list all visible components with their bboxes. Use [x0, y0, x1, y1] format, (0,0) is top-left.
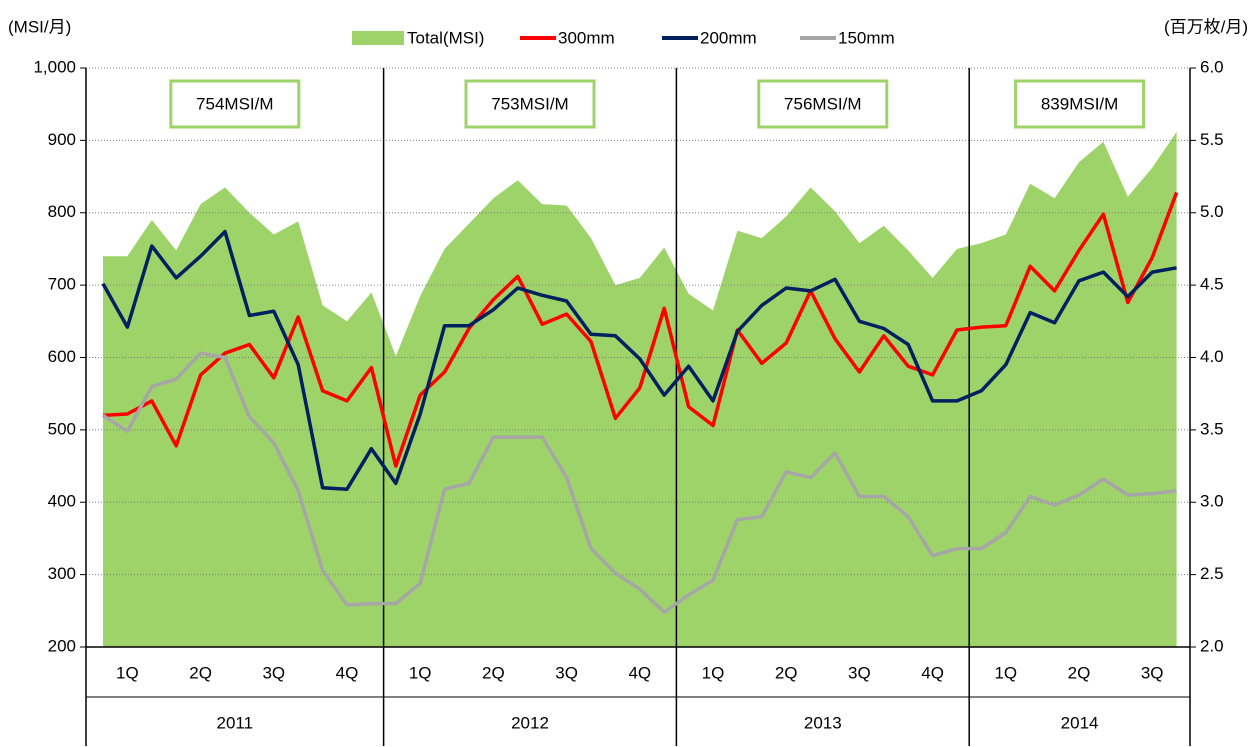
quarter-label: 2Q: [1068, 663, 1091, 682]
y-tick-label: 900: [48, 130, 76, 149]
quarter-label: 1Q: [702, 663, 725, 682]
y-tick-label: 600: [48, 347, 76, 366]
quarter-label: 4Q: [628, 663, 651, 682]
y2-tick-label: 5.0: [1200, 202, 1224, 221]
y2-axis-label: (百万枚/月): [1164, 17, 1248, 36]
legend-label: 200mm: [700, 28, 757, 47]
legend-label: 150mm: [838, 28, 895, 47]
annotation: 754MSI/M: [196, 94, 273, 113]
quarter-label: 1Q: [409, 663, 432, 682]
annotation: 753MSI/M: [491, 94, 568, 113]
quarter-label: 4Q: [336, 663, 359, 682]
annotation-box: [464, 79, 596, 129]
quarter-label: 2Q: [775, 663, 798, 682]
line: [102, 191, 1179, 468]
y2-tick-label: 2.5: [1200, 564, 1224, 583]
y2-tick-label: 6.0: [1200, 57, 1224, 76]
y-tick-label: 800: [48, 202, 76, 221]
y2-tick-label: 5.5: [1200, 130, 1224, 149]
quarter-label: 1Q: [116, 663, 139, 682]
annotation-box: [757, 79, 889, 129]
year-label: 2013: [804, 713, 842, 732]
y2-tick-label: 2.0: [1200, 636, 1224, 655]
y2-tick-label: 3.0: [1200, 492, 1224, 511]
year-label: 2011: [217, 713, 254, 732]
quarter-label: 3Q: [262, 663, 285, 682]
quarter-label: 2Q: [189, 663, 212, 682]
quarter-label: 3Q: [848, 663, 871, 682]
annotation: 839MSI/M: [1041, 94, 1118, 113]
quarter-label: 3Q: [1141, 663, 1164, 682]
legend-label: Total(MSI): [407, 28, 484, 47]
y-tick-label: 200: [48, 636, 76, 655]
line: [101, 229, 1177, 491]
line: [102, 351, 1177, 615]
y-tick-label: 1,000: [33, 57, 76, 76]
quarter-label: 1Q: [994, 663, 1017, 682]
y-axis-label: (MSI/月): [8, 17, 71, 36]
y-tick-label: 700: [48, 275, 76, 294]
legend-swatch: [352, 31, 404, 45]
year-label: 2014: [1061, 713, 1099, 732]
annotation: 756MSI/M: [784, 94, 861, 113]
y2-tick-label: 3.5: [1200, 419, 1224, 438]
y-tick-label: 500: [48, 419, 76, 438]
legend-label: 300mm: [558, 28, 615, 47]
y2-tick-label: 4.0: [1200, 347, 1224, 366]
year-label: 2012: [511, 713, 549, 732]
quarter-label: 4Q: [921, 663, 944, 682]
annotation-box: [1014, 79, 1146, 129]
y-tick-label: 300: [48, 564, 76, 583]
quarter-label: 3Q: [555, 663, 578, 682]
annotation-box: [169, 79, 301, 129]
y-tick-label: 400: [48, 492, 76, 511]
y2-tick-label: 4.5: [1200, 275, 1224, 294]
quarter-label: 2Q: [482, 663, 505, 682]
